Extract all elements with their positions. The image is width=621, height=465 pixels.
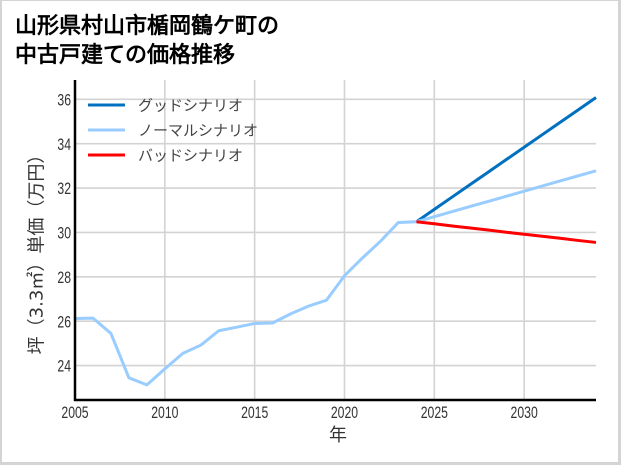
y-tick-label: 32 bbox=[57, 180, 71, 198]
series-line-bad bbox=[416, 220, 597, 244]
chart-title-line-1: 山形県村山市楯岡鶴ケ町の bbox=[15, 13, 279, 39]
chart-title: 山形県村山市楯岡鶴ケ町の 中古戸建ての価格推移 bbox=[15, 13, 279, 68]
y-tick-label: 24 bbox=[57, 358, 71, 376]
legend-label: バッドシナリオ bbox=[138, 146, 243, 164]
legend-item: ノーマルシナリオ bbox=[88, 121, 258, 139]
legend-item: バッドシナリオ bbox=[88, 146, 243, 164]
legend-label: グッドシナリオ bbox=[138, 96, 243, 114]
x-tick-label: 2005 bbox=[61, 404, 88, 422]
series-line-normal bbox=[415, 169, 597, 224]
y-tick-label: 30 bbox=[57, 225, 71, 243]
y-tick-label: 28 bbox=[57, 269, 71, 287]
x-axis-label: 年 bbox=[329, 425, 347, 446]
x-tick-label: 2020 bbox=[331, 404, 358, 422]
y-tick-label: 34 bbox=[57, 136, 71, 154]
series-line-historical bbox=[74, 220, 417, 387]
x-tick-labels: 2005 2010 2015 2020 2025 2030 bbox=[61, 404, 537, 422]
chart-title-line-2: 中古戸建ての価格推移 bbox=[15, 42, 235, 68]
legend-label: ノーマルシナリオ bbox=[138, 121, 258, 139]
y-tick-label: 36 bbox=[57, 92, 71, 110]
y-tick-label: 26 bbox=[57, 314, 71, 332]
y-tick-labels: 24 26 28 30 32 34 36 bbox=[57, 92, 71, 377]
x-tick-label: 2015 bbox=[241, 404, 268, 422]
y-axis-label: 坪（3.3㎡）単価（万円） bbox=[26, 146, 48, 355]
x-tick-label: 2010 bbox=[151, 404, 178, 422]
data-series bbox=[74, 96, 597, 387]
legend-item: グッドシナリオ bbox=[88, 96, 243, 114]
x-tick-label: 2030 bbox=[511, 404, 538, 422]
axes bbox=[73, 80, 596, 402]
x-tick-label: 2025 bbox=[421, 404, 448, 422]
series-line-good bbox=[415, 96, 597, 224]
